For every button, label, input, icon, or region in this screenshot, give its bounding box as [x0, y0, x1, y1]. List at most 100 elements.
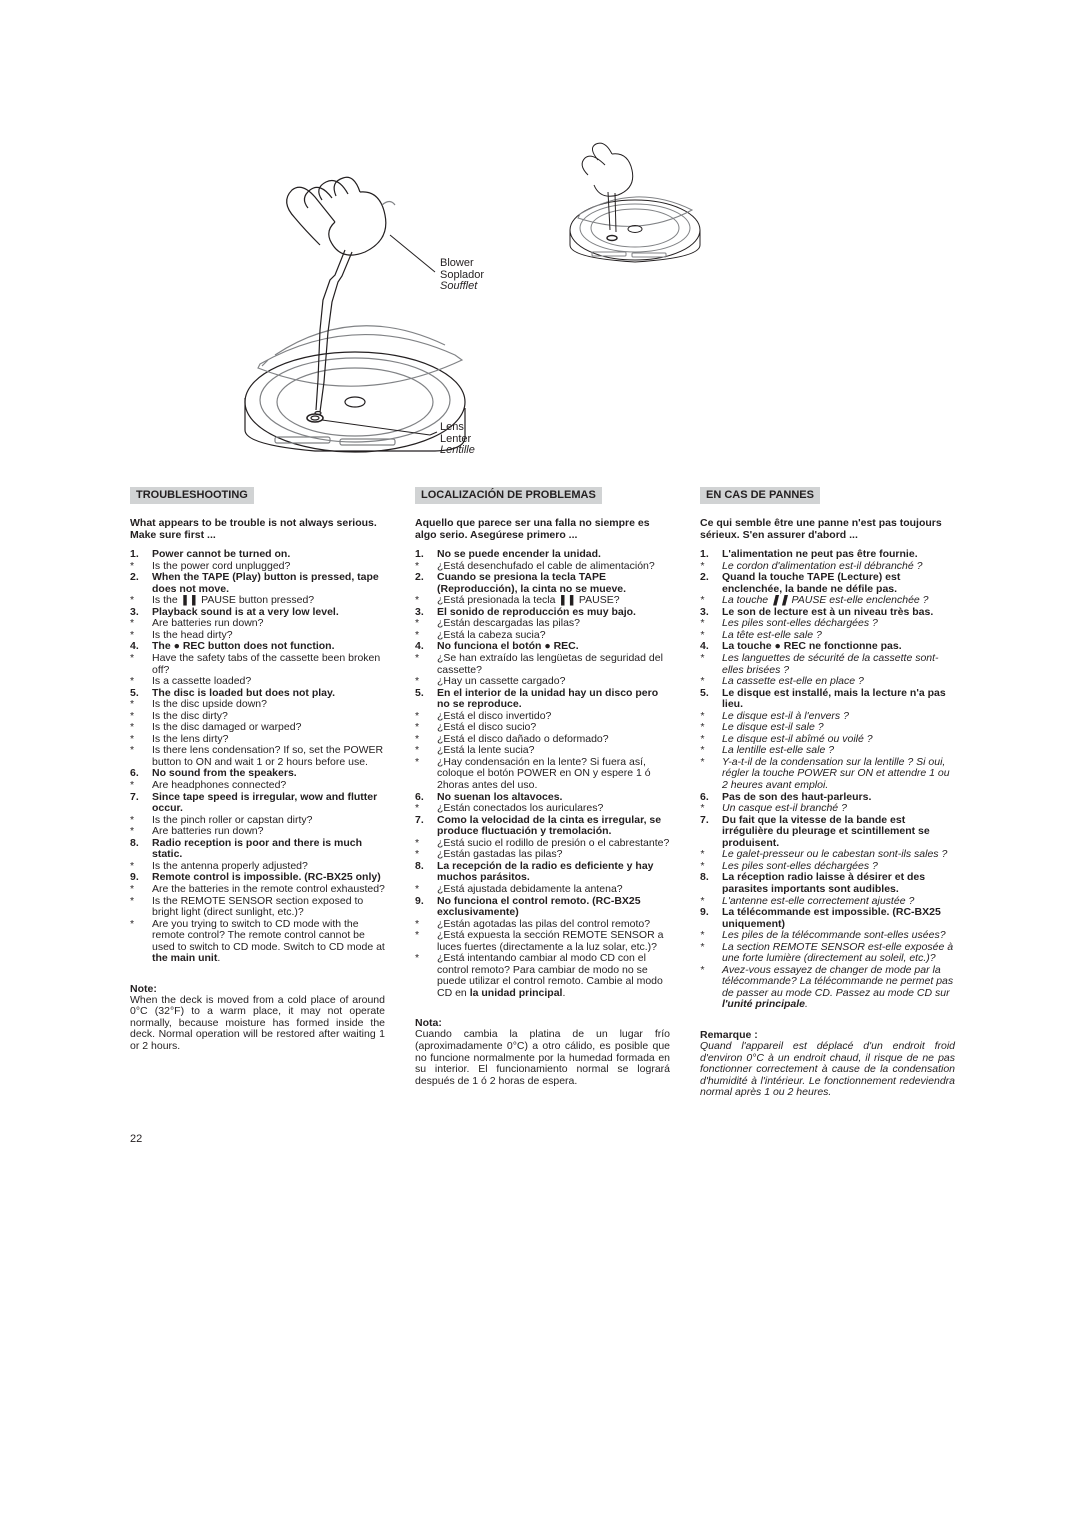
item-question: La recepción de la radio es deficiente y…: [437, 861, 670, 884]
list-item: Remote control is impossible. (RC-BX25 o…: [130, 872, 385, 964]
item-question: Quand la touche TAPE (Lecture) est encle…: [722, 572, 955, 595]
list-item: En el interior de la unidad hay un disco…: [415, 688, 670, 792]
item-answer: ¿Está expuesta la sección REMOTE SENSOR …: [415, 930, 670, 953]
item-answers: ¿Está el disco invertido?¿Está el disco …: [437, 711, 670, 792]
section-title-fr: EN CAS DE PANNES: [700, 487, 820, 504]
list-item: La touche ● REC ne fonctionne pas.Les la…: [700, 641, 955, 687]
item-question: La réception radio laisse à désirer et d…: [722, 872, 955, 895]
lens-label-en: Lens: [440, 422, 475, 434]
section-title-en: TROUBLESHOOTING: [130, 487, 254, 504]
item-answer: ¿Hay un cassette cargado?: [415, 676, 670, 688]
item-question: Power cannot be turned on.: [152, 549, 385, 561]
list-item: No suenan los altavoces.¿Están conectado…: [415, 792, 670, 815]
item-answers: Are the batteries in the remote control …: [152, 884, 385, 965]
list-item: No funciona el botón ● REC.¿Se han extra…: [415, 641, 670, 687]
item-answer: Y-a-t-il de la condensation sur la lenti…: [700, 757, 955, 792]
lens-label: Lens Lenter Lentille: [440, 422, 475, 457]
item-answer: Are the batteries in the remote control …: [130, 884, 385, 896]
item-question: Radio reception is poor and there is muc…: [152, 838, 385, 861]
item-question: When the TAPE (Play) button is pressed, …: [152, 572, 385, 595]
item-answer: ¿Está ajustada debidamente la antena?: [415, 884, 670, 896]
item-question: Como la velocidad de la cinta es irregul…: [437, 815, 670, 838]
item-question: Le disque est installé, mais la lecture …: [722, 688, 955, 711]
item-question: No funciona el control remoto. (RC-BX25 …: [437, 896, 670, 919]
list-item: Le disque est installé, mais la lecture …: [700, 688, 955, 792]
list-item: Radio reception is poor and there is muc…: [130, 838, 385, 873]
list-item: Du fait que la vitesse de la bande est i…: [700, 815, 955, 873]
list-item: Quand la touche TAPE (Lecture) est encle…: [700, 572, 955, 607]
list-en: Power cannot be turned on.Is the power c…: [130, 549, 385, 965]
item-question: La télécommande est impossible. (RC-BX25…: [722, 907, 955, 930]
item-answers: Are batteries run down?Is the head dirty…: [152, 618, 385, 641]
item-answers: ¿Se han extraído las lengüetas de seguri…: [437, 653, 670, 688]
list-item: Power cannot be turned on.Is the power c…: [130, 549, 385, 572]
list-item: La réception radio laisse à désirer et d…: [700, 872, 955, 907]
item-answer: Is there lens condensation? If so, set t…: [130, 745, 385, 768]
page-number: 22: [130, 1133, 955, 1145]
item-answer: Are you trying to switch to CD mode with…: [130, 919, 385, 965]
blower-label-en: Blower: [440, 258, 484, 270]
item-answer: Are headphones connected?: [130, 780, 385, 792]
column-es: LOCALIZACIÓN DE PROBLEMAS Aquello que pa…: [415, 485, 670, 1099]
item-answers: Have the safety tabs of the cassette bee…: [152, 653, 385, 688]
item-answer: ¿Se han extraído las lengüetas de seguri…: [415, 653, 670, 676]
intro-fr: Ce qui semble être une panne n'est pas t…: [700, 518, 955, 541]
blower-label: Blower Soplador Soufflet: [440, 258, 484, 293]
item-answer: Is a cassette loaded?: [130, 676, 385, 688]
list-item: No se puede encender la unidad.¿Está des…: [415, 549, 670, 572]
list-item: When the TAPE (Play) button is pressed, …: [130, 572, 385, 607]
list-item: L'alimentation ne peut pas être fournie.…: [700, 549, 955, 572]
item-answer: La cassette est-elle en place ?: [700, 676, 955, 688]
item-answer: Have the safety tabs of the cassette bee…: [130, 653, 385, 676]
item-answer: Les piles de la télécommande sont-elles …: [700, 930, 955, 942]
list-item: The disc is loaded but does not play.Is …: [130, 688, 385, 769]
item-answers: ¿Están agotadas las pilas del control re…: [437, 919, 670, 1000]
item-answer: ¿Están conectados los auriculares?: [415, 803, 670, 815]
list-item: Pas de son des haut-parleurs.Un casque e…: [700, 792, 955, 815]
item-answers: Les languettes de sécurité de la cassett…: [722, 653, 955, 688]
lens-label-fr: Lentille: [440, 445, 475, 457]
item-answer: ¿Está intentando cambiar al modo CD con …: [415, 953, 670, 999]
column-en: TROUBLESHOOTING What appears to be troub…: [130, 485, 385, 1099]
list-item: Como la velocidad de la cinta es irregul…: [415, 815, 670, 861]
item-answers: Le galet-presseur ou le cabestan sont-il…: [722, 849, 955, 872]
item-question: Cuando se presiona la tecla TAPE (Reprod…: [437, 572, 670, 595]
intro-es: Aquello que parece ser una falla no siem…: [415, 518, 670, 541]
note-body-en: When the deck is moved from a cold place…: [130, 995, 385, 1053]
item-answers: Is the pinch roller or capstan dirty?Are…: [152, 815, 385, 838]
item-answers: Are headphones connected?: [152, 780, 385, 792]
item-answers: Le disque est-il à l'envers ?Le disque e…: [722, 711, 955, 792]
list-item: Cuando se presiona la tecla TAPE (Reprod…: [415, 572, 670, 607]
note-body-es: Cuando cambia la platina de un lugar frí…: [415, 1029, 670, 1087]
section-title-es: LOCALIZACIÓN DE PROBLEMAS: [415, 487, 602, 504]
list-item: Playback sound is at a very low level.Ar…: [130, 607, 385, 642]
item-answer: Avez-vous essayez de changer de mode par…: [700, 965, 955, 1011]
item-answers: ¿Están conectados los auriculares?: [437, 803, 670, 815]
item-question: L'alimentation ne peut pas être fournie.: [722, 549, 955, 561]
item-answer: La section REMOTE SENSOR est-elle exposé…: [700, 942, 955, 965]
list-fr: L'alimentation ne peut pas être fournie.…: [700, 549, 955, 1011]
intro-en: What appears to be trouble is not always…: [130, 518, 385, 541]
list-item: No sound from the speakers.Are headphone…: [130, 768, 385, 791]
note-head-en: Note:: [130, 983, 385, 995]
item-answers: Les piles sont-elles déchargées ?La tête…: [722, 618, 955, 641]
item-answers: ¿Está sucio el rodillo de presión o el c…: [437, 838, 670, 861]
item-answers: ¿Están descargadas las pilas?¿Está la ca…: [437, 618, 670, 641]
item-question: Du fait que la vitesse de la bande est i…: [722, 815, 955, 850]
item-question: Since tape speed is irregular, wow and f…: [152, 792, 385, 815]
list-item: The ● REC button does not function.Have …: [130, 641, 385, 687]
item-answer: Is the REMOTE SENSOR section exposed to …: [130, 896, 385, 919]
item-answers: Is the disc upside down?Is the disc dirt…: [152, 699, 385, 768]
item-answer: ¿Hay condensación en la lente? Si fuera …: [415, 757, 670, 792]
list-item: La recepción de la radio es deficiente y…: [415, 861, 670, 896]
item-question: En el interior de la unidad hay un disco…: [437, 688, 670, 711]
note-body-fr: Quand l'appareil est déplacé d'un endroi…: [700, 1041, 955, 1099]
list-item: Le son de lecture est à un niveau très b…: [700, 607, 955, 642]
column-fr: EN CAS DE PANNES Ce qui semble être une …: [700, 485, 955, 1099]
list-es: No se puede encender la unidad.¿Está des…: [415, 549, 670, 999]
lens-cleaning-diagram: Blower Soplador Soufflet Lens Lenter Len…: [240, 130, 710, 475]
item-answers: Un casque est-il branché ?: [722, 803, 955, 815]
item-answer: Un casque est-il branché ?: [700, 803, 955, 815]
blower-label-fr: Soufflet: [440, 281, 484, 293]
list-item: Since tape speed is irregular, wow and f…: [130, 792, 385, 838]
